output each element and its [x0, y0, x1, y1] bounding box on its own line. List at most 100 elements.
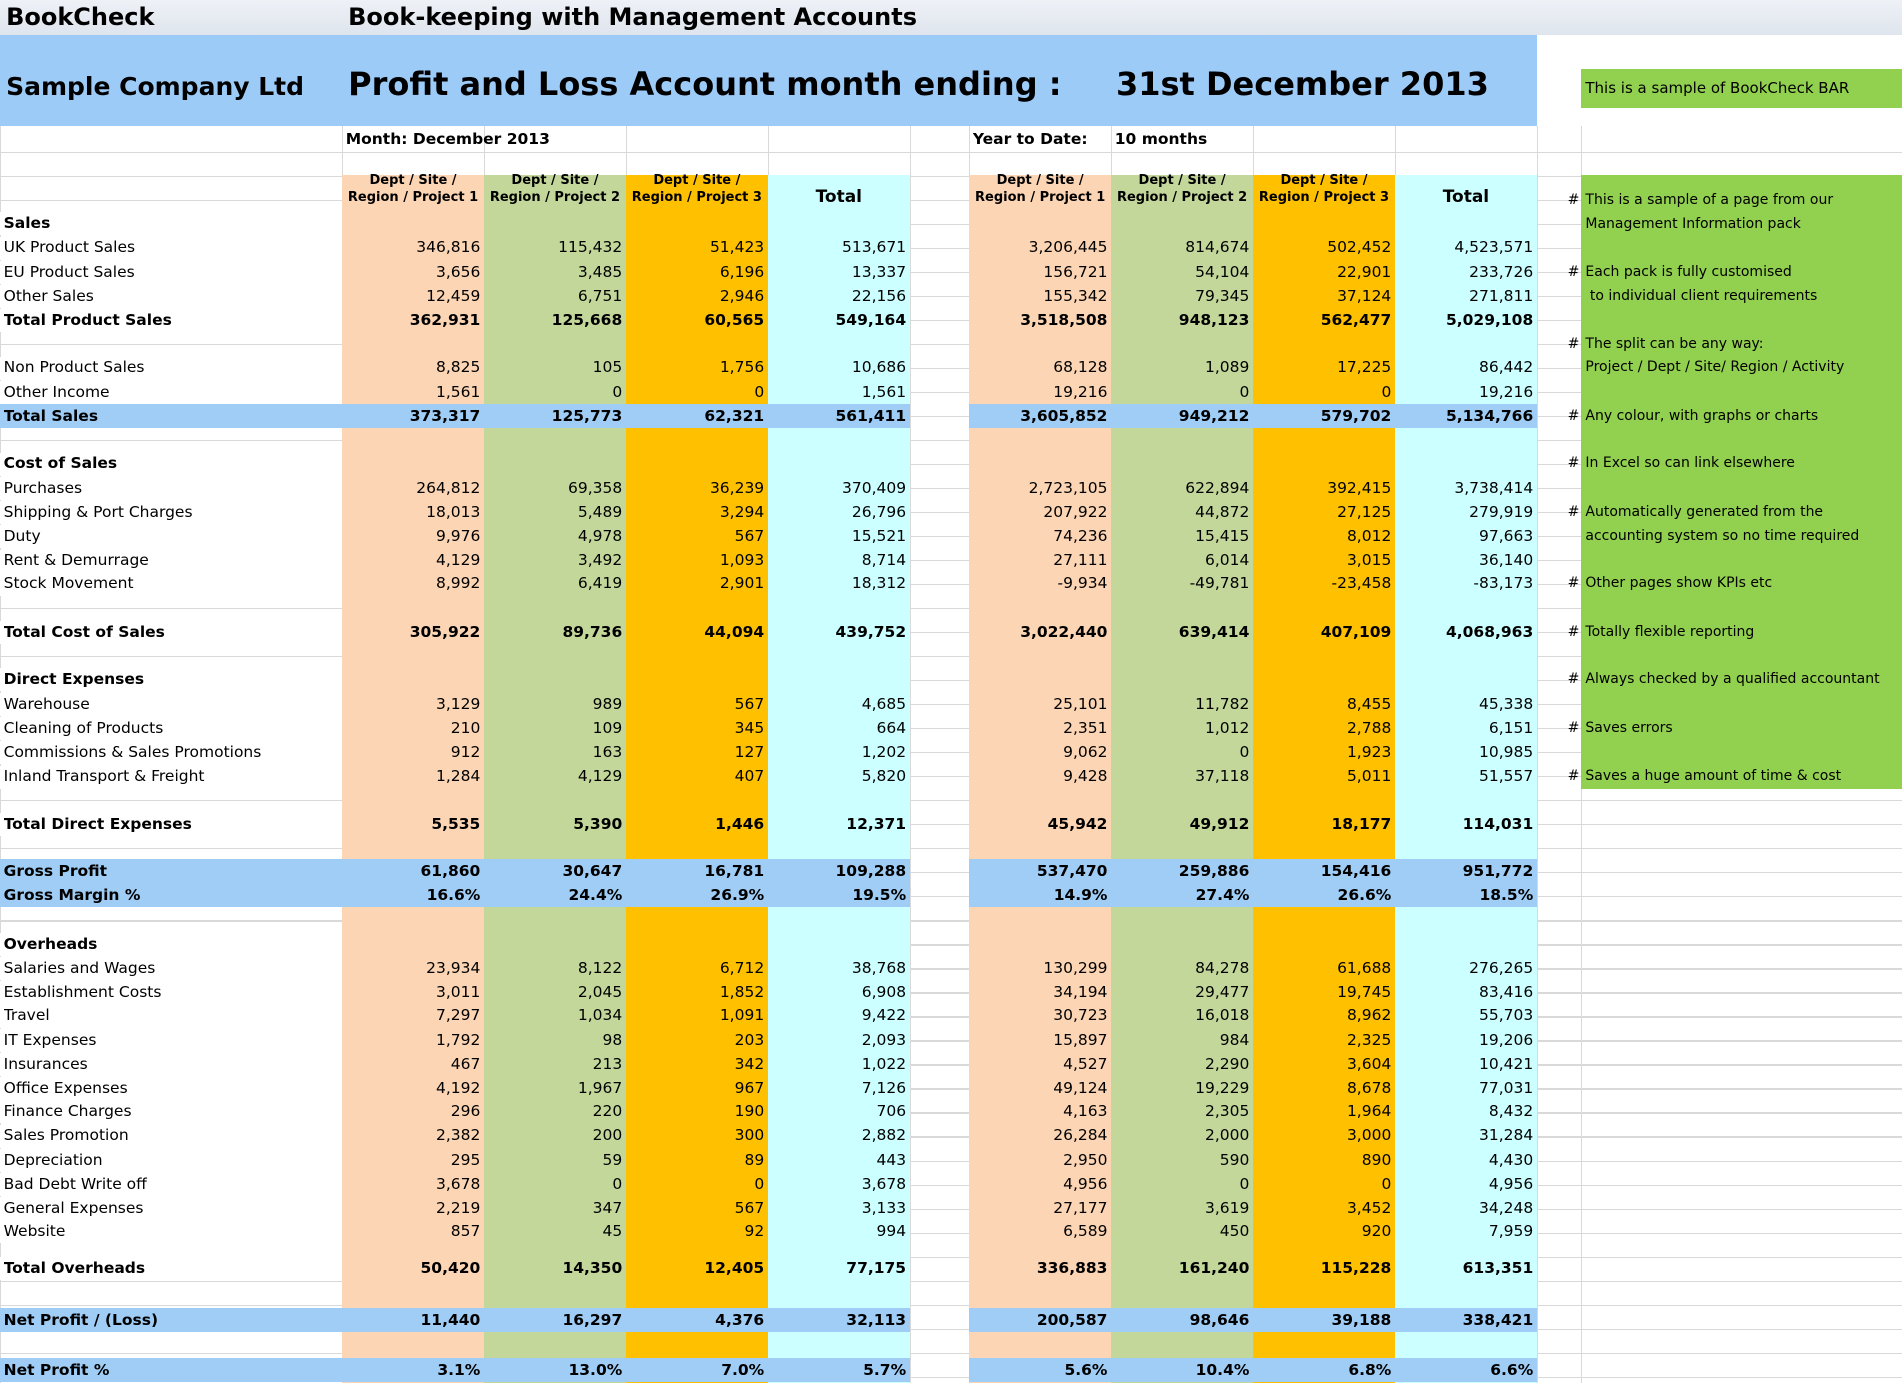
cell-value: 10,985 — [1478, 743, 1534, 762]
cell-value: 949,212 — [1178, 406, 1250, 425]
cell-value: -49,781 — [1189, 574, 1250, 593]
cell-value: 17,225 — [1337, 358, 1392, 377]
cell-value: 84,278 — [1195, 958, 1250, 977]
grid-line — [0, 1016, 1902, 1018]
cell-value: 4,527 — [1063, 1054, 1108, 1073]
row-label: Total Product Sales — [3, 311, 172, 330]
column-fill — [969, 174, 1112, 1383]
label-cell — [0, 1077, 343, 1101]
cell-value: 392,415 — [1327, 478, 1392, 497]
label-cell — [0, 1028, 343, 1052]
label-cell — [0, 1053, 343, 1077]
cell-value: 3,619 — [1205, 1199, 1250, 1218]
cell-value: 5,029,108 — [1445, 311, 1534, 330]
cell-value: 54,104 — [1195, 262, 1250, 281]
cell-value: 3,738,414 — [1454, 478, 1534, 497]
cell-value: 3,206,445 — [1028, 238, 1108, 257]
note-text: Project / Dept / Site/ Region / Activity — [1585, 359, 1845, 376]
cell-value: 0 — [1381, 382, 1392, 401]
cell-value: 1,022 — [861, 1054, 907, 1073]
cell-value: 1,852 — [719, 983, 765, 1002]
row-band — [0, 403, 910, 429]
cell-value: 16,018 — [1195, 1006, 1250, 1025]
grid-line — [0, 920, 1902, 922]
cell-value: 233,726 — [1469, 262, 1534, 281]
grid-line — [0, 247, 1902, 249]
cell-value: 29,477 — [1195, 983, 1250, 1002]
grid-line — [0, 824, 1902, 826]
cell-value: 114,031 — [1462, 814, 1534, 833]
row-label: Salaries and Wages — [3, 958, 156, 977]
cell-value: 1,089 — [1205, 358, 1250, 377]
cell-value: 51,423 — [709, 238, 765, 257]
cell-value: 467 — [450, 1054, 481, 1073]
app-name: BookCheck — [6, 3, 155, 31]
cell-value: 203 — [734, 1030, 765, 1049]
cell-value: 5,535 — [431, 814, 481, 833]
cell-value: 1,034 — [577, 1006, 623, 1025]
cell-value: 62,321 — [704, 406, 765, 425]
row-label: Direct Expenses — [3, 670, 145, 689]
row-label: Warehouse — [3, 694, 90, 713]
cell-value: 259,886 — [1178, 861, 1250, 880]
row-band — [0, 883, 910, 908]
cell-value: 26.9% — [710, 886, 765, 905]
cell-value: 8,992 — [435, 574, 481, 593]
row-label: Finance Charges — [3, 1102, 132, 1121]
note-text: The split can be any way: — [1585, 336, 1764, 353]
cell-value: 27,177 — [1053, 1199, 1108, 1218]
grid-line — [0, 1208, 1902, 1210]
note-marker: # — [1567, 455, 1580, 472]
cell-value: 567 — [734, 527, 765, 546]
cell-value: 36,239 — [709, 478, 765, 497]
cell-value: 34,194 — [1053, 983, 1108, 1002]
cell-value: 948,123 — [1178, 311, 1250, 330]
cell-value: 0 — [1239, 1174, 1250, 1193]
grid-line — [0, 1352, 1902, 1354]
grid-line — [0, 752, 1902, 754]
row-label: Purchases — [3, 478, 83, 497]
cell-value: 3,604 — [1346, 1054, 1392, 1073]
cell-value: 16.6% — [426, 886, 481, 905]
row-label: Cleaning of Products — [3, 718, 164, 737]
cell-value: 1,202 — [861, 743, 907, 762]
cell-value: 12,459 — [426, 286, 481, 305]
cell-value: 3,518,508 — [1020, 311, 1108, 330]
cell-value: 664 — [876, 718, 907, 737]
grid-line — [0, 535, 1902, 538]
row-band — [969, 883, 1537, 908]
label-cell — [0, 1173, 343, 1197]
note-text: Management Information pack — [1585, 216, 1801, 233]
row-label: Shipping & Port Charges — [3, 502, 193, 521]
note-text: Saves a huge amount of time & cost — [1585, 768, 1842, 785]
cell-value: 18,013 — [426, 502, 481, 521]
cell-value: 2,382 — [435, 1126, 481, 1145]
cell-value: 3,678 — [435, 1174, 481, 1193]
label-cell — [0, 572, 343, 596]
row-label: Sales — [3, 214, 51, 233]
grid-line — [0, 223, 1902, 225]
cell-value: 19,229 — [1195, 1079, 1250, 1098]
cell-value: 207,922 — [1043, 502, 1108, 521]
cell-value: 163 — [592, 743, 623, 762]
cell-value: 2,219 — [435, 1199, 481, 1218]
cell-value: 10,686 — [851, 358, 907, 377]
row-label: Travel — [3, 1006, 50, 1025]
column-header: Dept / Site / — [511, 173, 599, 189]
row-label: Duty — [3, 527, 41, 546]
note-marker: # — [1567, 336, 1580, 353]
row-label: Other Sales — [3, 286, 94, 305]
cell-value: 15,415 — [1195, 527, 1250, 546]
cell-value: 443 — [876, 1150, 907, 1169]
cell-value: 74,236 — [1053, 527, 1108, 546]
cell-value: 3.1% — [437, 1360, 481, 1379]
cell-value: 2,093 — [861, 1030, 907, 1049]
column-header: Dept / Site / — [653, 173, 741, 189]
report-date: 31st December 2013 — [1115, 65, 1489, 104]
label-cell — [0, 549, 343, 573]
cell-value: 5,390 — [573, 814, 623, 833]
cell-value: 2,290 — [1205, 1054, 1250, 1073]
cell-value: 16,781 — [704, 861, 765, 880]
cell-value: 4,685 — [861, 694, 907, 713]
cell-value: 19,206 — [1478, 1030, 1534, 1049]
